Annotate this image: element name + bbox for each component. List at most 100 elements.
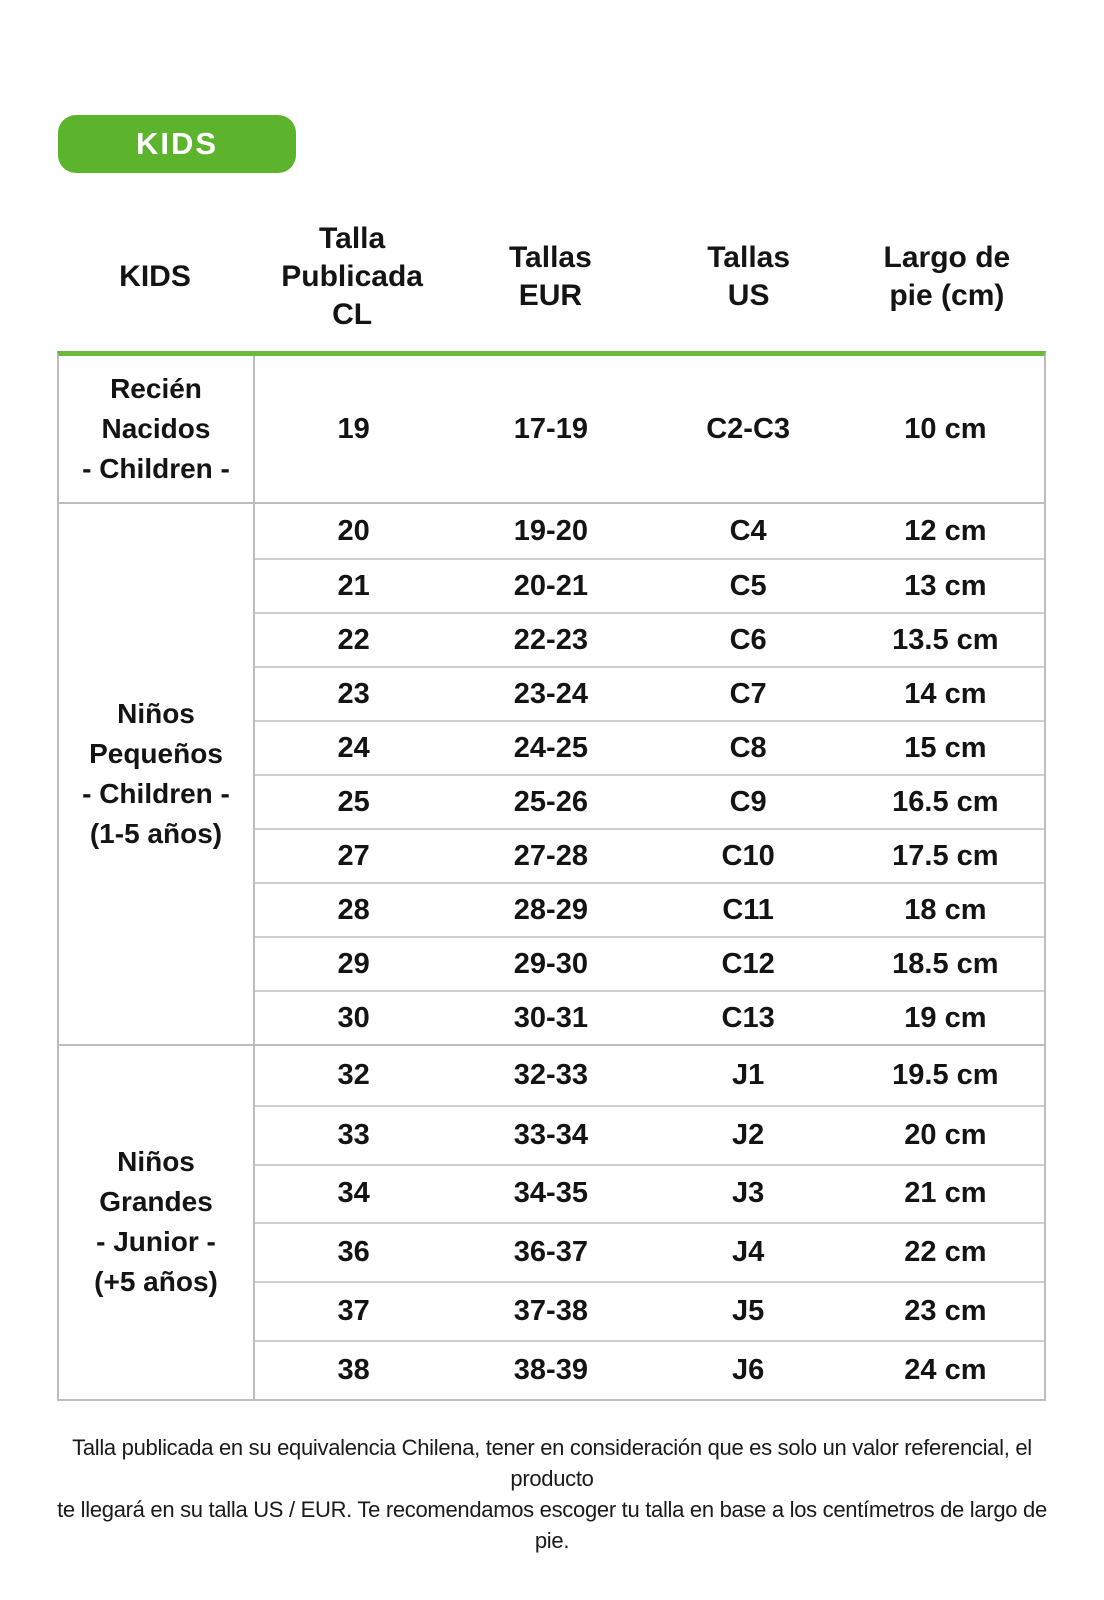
table-cell: 19 [337, 412, 370, 445]
table-row: 34 34-35 J3 21 cm [255, 1163, 1044, 1223]
table-cell: 18.5 cm [892, 947, 999, 980]
column-header-tallas-eur: Tallas EUR [508, 241, 592, 312]
table-cell: 15 cm [904, 731, 987, 764]
table-row: 37 37-38 J5 23 cm [255, 1281, 1044, 1340]
table-cell: J1 [731, 1058, 765, 1091]
table-cell: C5 [729, 569, 767, 602]
column-header-kids: KIDS [119, 260, 191, 293]
footer-note: Talla publicada en su equivalencia Chile… [57, 1435, 1047, 1553]
table-cell: 25-26 [513, 785, 588, 818]
table-cell: 37-38 [513, 1295, 588, 1328]
table-cell: 22 [337, 623, 370, 656]
group-rows: 32 32-33 J1 19.5 cm 33 33-34 J2 20 cm 34 34-35 J3 2… [255, 1046, 1044, 1399]
column-header-talla-cl: Talla Publicada CL [281, 222, 423, 331]
table-cell: 13 cm [904, 569, 987, 602]
group-rows: 19 17-19 C2-C3 10 cm [255, 356, 1044, 502]
table-cell: 16.5 cm [892, 785, 999, 818]
table-cell: 30 [337, 1001, 370, 1034]
table-body: Recién Nacidos - Children -19 17-19 C2-C3 1… [59, 356, 1044, 1399]
size-group: Niños Pequeños - Children - (1-5 años) 20… [59, 502, 1044, 1044]
table-row: 29 29-30 C12 18.5 cm [255, 936, 1044, 990]
table-row: 32 32-33 J1 19.5 cm [255, 1046, 1044, 1105]
table-cell: C10 [721, 839, 775, 872]
kids-badge: KIDS [58, 115, 296, 173]
column-header-largo-pie: Largo de pie (cm) [883, 241, 1011, 312]
size-group: Recién Nacidos - Children -19 17-19 C2-C3 1… [59, 356, 1044, 502]
size-chart-table: Recién Nacidos - Children -19 17-19 C2-C3 1… [57, 351, 1046, 1401]
table-cell: 20 cm [904, 1118, 987, 1151]
table-cell: 14 cm [904, 677, 987, 710]
table-cell: 22 cm [904, 1236, 987, 1269]
group-rows: 20 19-20 C4 12 cm 21 20-21 C5 13 cm 22 22-23 C6 13.… [255, 504, 1044, 1044]
table-cell: C11 [722, 893, 774, 926]
table-cell: 34-35 [513, 1177, 588, 1210]
table-cell: 24 [337, 731, 370, 764]
table-cell: 20 [337, 514, 370, 547]
table-row: 23 23-24 C7 14 cm [255, 666, 1044, 720]
table-cell: 23-24 [513, 677, 588, 710]
table-cell: C2-C3 [706, 412, 791, 445]
table-row: 33 33-34 J2 20 cm [255, 1104, 1044, 1164]
table-row: 22 22-23 C6 13.5 cm [255, 612, 1044, 666]
table-cell: 12 cm [904, 514, 987, 547]
table-row: 28 28-29 C11 18 cm [255, 882, 1044, 936]
table-cell: 21 [337, 569, 370, 602]
table-cell: 19.5 cm [892, 1058, 999, 1091]
table-header-row: KIDS Talla Publicada CL Tallas EUR Talla… [57, 202, 1046, 352]
table-cell: C12 [721, 947, 775, 980]
table-row: 36 36-37 J4 22 cm [255, 1222, 1044, 1281]
table-cell: 20-21 [513, 569, 588, 602]
table-cell: J2 [731, 1118, 765, 1151]
table-cell: C13 [721, 1001, 775, 1034]
group-label: Niños Grandes - Junior - (+5 años) [59, 1046, 255, 1399]
table-row: 38 38-39 J6 24 cm [255, 1339, 1044, 1399]
table-cell: 37 [337, 1295, 370, 1328]
table-cell: 38-39 [513, 1353, 588, 1386]
column-header-tallas-us: Tallas US [707, 241, 791, 312]
table-row: 20 19-20 C4 12 cm [255, 504, 1044, 558]
table-cell: 23 [337, 677, 370, 710]
table-cell: 36-37 [513, 1236, 588, 1269]
table-row: 19 17-19 C2-C3 10 cm [255, 356, 1044, 502]
table-cell: 28 [337, 893, 370, 926]
table-cell: 17.5 cm [892, 839, 999, 872]
table-cell: 33 [337, 1118, 370, 1151]
table-cell: 28-29 [513, 893, 588, 926]
table-cell: 38 [337, 1353, 370, 1386]
table-cell: C9 [729, 785, 767, 818]
table-cell: C4 [729, 514, 767, 547]
table-cell: 24-25 [513, 731, 588, 764]
table-cell: 18 cm [904, 893, 987, 926]
table-cell: 10 cm [904, 412, 987, 445]
group-label: Niños Pequeños - Children - (1-5 años) [59, 504, 255, 1044]
table-cell: J6 [731, 1353, 765, 1386]
group-label: Recién Nacidos - Children - [59, 356, 255, 502]
table-cell: 32 [337, 1058, 370, 1091]
table-cell: 22-23 [513, 623, 588, 656]
table-row: 25 25-26 C9 16.5 cm [255, 774, 1044, 828]
table-cell: 29 [337, 947, 370, 980]
table-cell: 24 cm [904, 1353, 987, 1386]
table-cell: 17-19 [513, 412, 588, 445]
table-cell: C7 [729, 677, 767, 710]
table-cell: J3 [731, 1177, 765, 1210]
table-cell: 27-28 [513, 839, 588, 872]
table-cell: 29-30 [513, 947, 588, 980]
size-group: Niños Grandes - Junior - (+5 años) 32 32-3… [59, 1044, 1044, 1399]
kids-badge-label: KIDS [135, 126, 219, 161]
table-row: 30 30-31 C13 19 cm [255, 990, 1044, 1044]
table-cell: 30-31 [513, 1001, 588, 1034]
table-cell: 19-20 [513, 514, 588, 547]
table-cell: 27 [337, 839, 370, 872]
table-cell: 33-34 [513, 1118, 588, 1151]
table-cell: 19 cm [904, 1001, 987, 1034]
table-cell: 25 [337, 785, 370, 818]
table-cell: 32-33 [513, 1058, 588, 1091]
table-cell: 23 cm [904, 1295, 987, 1328]
table-cell: 34 [337, 1177, 370, 1210]
table-row: 24 24-25 C8 15 cm [255, 720, 1044, 774]
table-row: 21 20-21 C5 13 cm [255, 558, 1044, 612]
table-cell: C6 [729, 623, 767, 656]
table-cell: J5 [731, 1295, 765, 1328]
